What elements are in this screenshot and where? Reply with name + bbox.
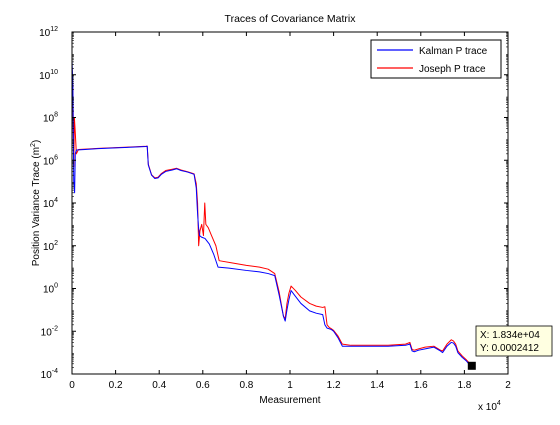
plot-area xyxy=(72,32,508,374)
y-axis-label-superscript: 2 xyxy=(30,143,37,147)
y-axis-label: Position Variance Trace (m2) xyxy=(30,140,42,267)
x-tick-label: 0.6 xyxy=(196,380,210,391)
x-tick-label: 1.2 xyxy=(327,380,341,391)
legend-label-joseph: Joseph P trace xyxy=(419,64,486,75)
x-axis-multiplier: x 104 xyxy=(478,400,501,413)
datatip-marker[interactable] xyxy=(467,361,476,370)
x-axis-multiplier-base: x 10 xyxy=(478,402,497,413)
legend: Kalman P trace Joseph P trace xyxy=(370,39,502,79)
series-line-kalman-p-trace xyxy=(71,59,473,367)
x-tick-label: 0.4 xyxy=(152,380,166,391)
legend-label-kalman: Kalman P trace xyxy=(419,46,488,57)
series-layer xyxy=(71,59,473,367)
y-axis-label-suffix: ) xyxy=(31,140,42,143)
chart-title: Traces of Covariance Matrix xyxy=(225,13,357,25)
y-tick-label: 10-2 xyxy=(41,325,58,338)
datatip[interactable]: X: 1.834e+04 Y: 0.0002412 xyxy=(467,325,553,370)
datatip-x-text: X: 1.834e+04 xyxy=(480,330,540,341)
x-axis-ticks: 0 0.2 0.4 0.6 0.8 1 1.2 1.4 1.6 1.8 2 xyxy=(69,32,511,391)
y-axis-ticks: 10-4 10-2 100 102 104 106 108 1010 1012 xyxy=(39,26,508,381)
y-tick-label: 104 xyxy=(43,197,58,210)
x-tick-label: 1.4 xyxy=(370,380,384,391)
y-tick-label: 108 xyxy=(43,112,58,125)
x-tick-label: 0 xyxy=(69,380,75,391)
x-tick-label: 0.8 xyxy=(239,380,253,391)
x-tick-label: 0.2 xyxy=(109,380,123,391)
x-tick-label: 1.6 xyxy=(414,380,428,391)
y-tick-label: 1012 xyxy=(39,26,58,39)
datatip-box xyxy=(475,325,553,357)
y-tick-label: 102 xyxy=(43,240,58,253)
y-tick-label: 106 xyxy=(43,154,58,167)
x-tick-label: 1 xyxy=(287,380,293,391)
y-axis-label-text: Position Variance Trace (m xyxy=(31,147,42,266)
x-tick-label: 1.8 xyxy=(457,380,471,391)
x-axis-label: Measurement xyxy=(259,395,320,406)
datatip-y-text: Y: 0.0002412 xyxy=(480,343,539,354)
y-tick-label: 1010 xyxy=(39,69,58,82)
y-tick-label: 100 xyxy=(43,283,58,296)
x-tick-label: 2 xyxy=(505,380,511,391)
x-axis-multiplier-exponent: 4 xyxy=(497,400,501,407)
y-tick-label: 10-4 xyxy=(41,368,58,381)
legend-box xyxy=(370,39,502,79)
